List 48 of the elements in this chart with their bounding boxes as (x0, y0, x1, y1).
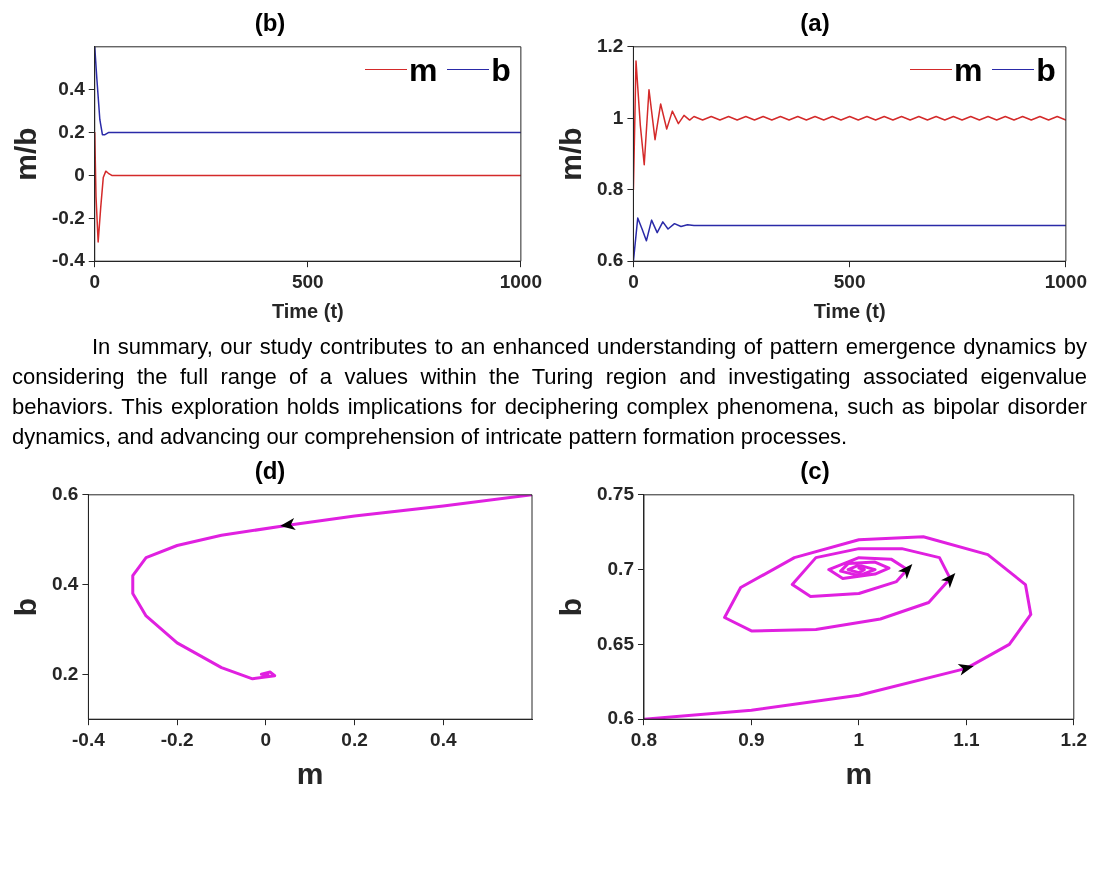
x-tick-label: 500 (833, 270, 866, 292)
y-tick-label: 0.2 (58, 120, 85, 142)
y-tick-label: 0.6 (51, 483, 79, 505)
chart-title: (c) (800, 457, 830, 485)
x-tick-label: 0.2 (341, 728, 368, 750)
y-tick-label: 1 (612, 106, 624, 128)
x-axis-title: Time (t) (271, 299, 344, 322)
y-tick-label: 1.2 (596, 35, 624, 57)
x-tick-label: 0 (260, 728, 272, 750)
x-tick-label: 0.9 (738, 728, 765, 750)
x-tick-label: 0.8 (630, 728, 658, 750)
chart-title: (a) (800, 9, 830, 37)
y-tick-label: 0.7 (607, 557, 634, 579)
y-tick-label: 0.65 (597, 632, 635, 654)
x-tick-label: 500 (291, 270, 324, 292)
y-axis-title: m/b (554, 127, 588, 181)
x-tick-label: 0.4 (430, 728, 457, 750)
y-tick-label: 0.4 (51, 572, 79, 594)
x-tick-label: 1000 (499, 270, 543, 292)
y-tick-label: -0.2 (51, 206, 85, 228)
y-tick-label: 0 (74, 163, 85, 185)
x-axis-title: m (845, 757, 873, 791)
legend-label: m (408, 51, 438, 88)
x-tick-label: -0.4 (72, 728, 106, 750)
y-tick-label: 0.4 (58, 77, 86, 99)
y-axis-title: m/b (9, 127, 43, 181)
x-axis-title: m (296, 757, 324, 791)
chart-title: (d) (254, 457, 286, 485)
x-tick-label: 1000 (1044, 270, 1088, 292)
y-tick-label: 0.2 (51, 662, 79, 684)
y-axis-title: b (9, 597, 43, 617)
x-axis-title: Time (t) (813, 299, 886, 322)
y-tick-label: 0.75 (597, 483, 635, 505)
text: In summary, our study contributes to an enhanced understanding of pattern emergence dynamics by considering the full range of a values within the Turing region and investigating associated eigenvalue behaviors. This exploration holds implications for deciphering complex phenomena, such as bipolar disorder dynamics, and advancing our comprehension of intricate pattern formation processes. (12, 333, 1087, 451)
y-axis-title: b (554, 597, 588, 617)
x-tick-label: 1.1 (953, 728, 980, 750)
chart-title: (b) (254, 9, 286, 37)
y-tick-label: 0.6 (596, 249, 624, 271)
x-tick-label: -0.2 (160, 728, 194, 750)
legend-label: b (1036, 51, 1056, 88)
x-tick-label: 0 (89, 270, 101, 292)
x-tick-label: 1.2 (1060, 728, 1087, 750)
y-tick-label: 0.6 (607, 707, 634, 729)
y-tick-label: -0.4 (51, 249, 86, 271)
legend-label: m (953, 51, 983, 88)
y-tick-label: 0.8 (596, 177, 624, 199)
legend-label: b (491, 51, 511, 88)
x-tick-label: 1 (853, 728, 865, 750)
